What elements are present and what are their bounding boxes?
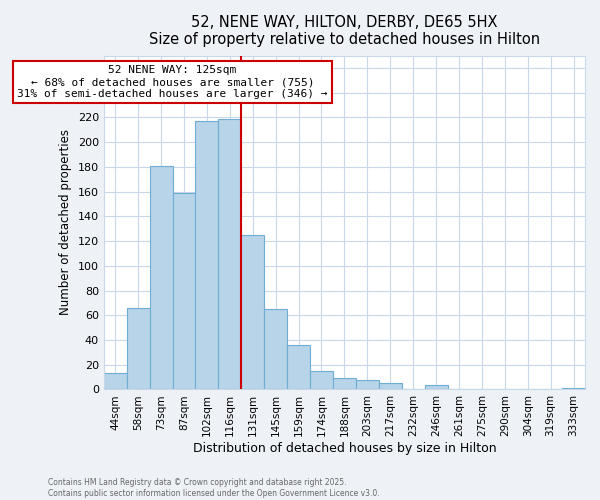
Bar [287, 345, 310, 390]
Bar [173, 193, 196, 390]
Bar [104, 374, 127, 390]
Bar [333, 378, 356, 390]
Bar [149, 166, 173, 390]
Text: 52 NENE WAY: 125sqm
← 68% of detached houses are smaller (755)
31% of semi-detac: 52 NENE WAY: 125sqm ← 68% of detached ho… [17, 66, 328, 98]
Bar [310, 371, 333, 390]
Bar [379, 384, 401, 390]
Y-axis label: Number of detached properties: Number of detached properties [59, 130, 72, 316]
Bar [196, 121, 218, 390]
Text: Contains HM Land Registry data © Crown copyright and database right 2025.
Contai: Contains HM Land Registry data © Crown c… [48, 478, 380, 498]
Title: 52, NENE WAY, HILTON, DERBY, DE65 5HX
Size of property relative to detached hous: 52, NENE WAY, HILTON, DERBY, DE65 5HX Si… [149, 15, 540, 48]
Bar [127, 308, 149, 390]
Bar [241, 235, 264, 390]
Bar [218, 118, 241, 390]
Bar [425, 384, 448, 390]
X-axis label: Distribution of detached houses by size in Hilton: Distribution of detached houses by size … [193, 442, 496, 455]
Bar [264, 309, 287, 390]
Bar [562, 388, 585, 390]
Bar [356, 380, 379, 390]
